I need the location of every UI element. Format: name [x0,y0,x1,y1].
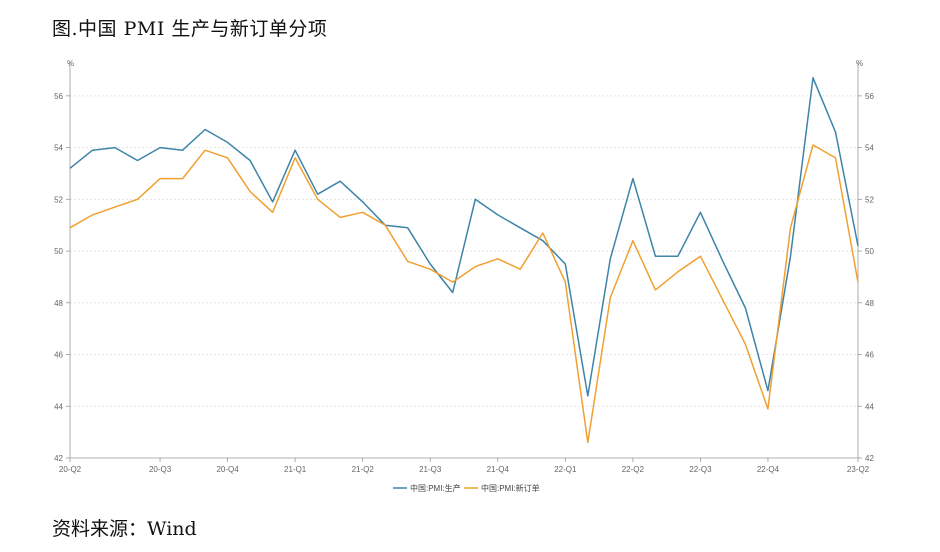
series-lines [69,77,859,444]
x-tick-label: 21-Q4 [487,465,510,474]
x-tick-label: 23-Q2 [847,465,870,474]
x-tick-label: 21-Q2 [352,465,375,474]
y-tick-label-right: 46 [865,351,874,360]
legend-label-new-orders: 中国:PMI:新订单 [481,483,540,493]
legend-label-production: 中国:PMI:生产 [410,483,461,493]
gridlines [70,95,858,407]
y-tick-label: 42 [54,454,63,463]
y-tick-label: 50 [54,247,63,256]
right-unit-label: % [856,59,863,68]
x-tick-label: 22-Q2 [622,465,645,474]
source-note: 资料来源：Wind [52,518,197,540]
axes [66,62,862,462]
y-tick-label: 54 [54,144,63,153]
y-tick-label-right: 52 [865,195,874,204]
x-tick-label: 22-Q1 [554,465,577,474]
y-tick-label-right: 48 [865,299,874,308]
figure-title: 图.中国 PMI 生产与新订单分项 [52,18,328,40]
y-tick-label-right: 44 [865,402,874,411]
x-tick-label: 20-Q4 [216,465,239,474]
y-tick-label-right: 50 [865,247,874,256]
legend: 中国:PMI:生产 中国:PMI:新订单 [393,483,540,493]
x-tick-label: 22-Q4 [757,465,780,474]
x-tick-label: 22-Q3 [689,465,712,474]
y-tick-label-right: 56 [865,92,874,101]
y-tick-label-right: 42 [865,454,874,463]
y-tick-label-right: 54 [865,144,874,153]
x-tick-label: 21-Q3 [419,465,442,474]
series-line-new-orders [69,144,859,444]
y-tick-label: 46 [54,351,63,360]
y-tick-label: 48 [54,299,63,308]
x-tick-label: 21-Q1 [284,465,307,474]
y-tick-label: 56 [54,92,63,101]
x-tick-label: 20-Q2 [59,465,82,474]
x-tick-label: 20-Q3 [149,465,172,474]
left-unit-label: % [67,59,74,68]
y-tick-labels: 42 42 44 44 46 46 48 48 50 50 52 52 54 54 56 56 [54,92,874,463]
series-line-production [69,77,859,397]
x-tick-labels: 20-Q2 20-Q3 20-Q4 21-Q1 21-Q2 21-Q3 21-Q4 22-Q1… [59,465,870,474]
y-tick-label: 44 [54,402,63,411]
y-tick-label: 52 [54,195,63,204]
